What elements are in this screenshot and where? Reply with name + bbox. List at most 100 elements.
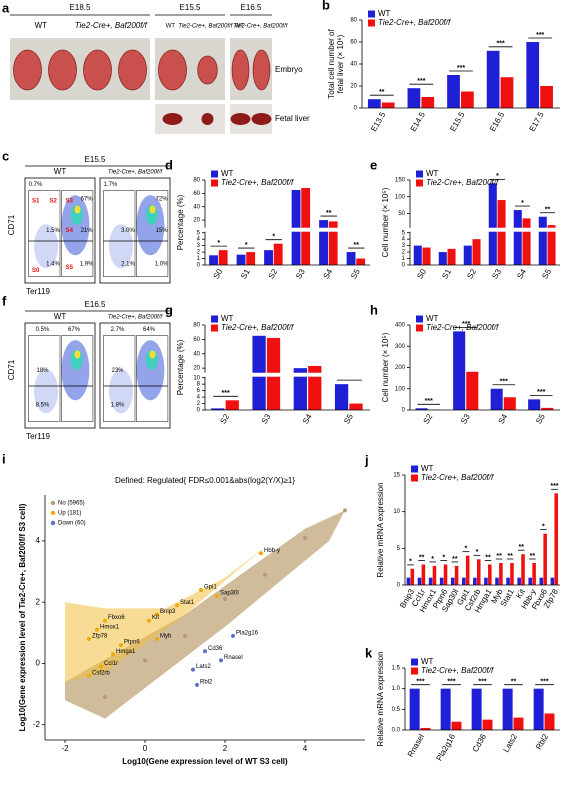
- bar: [439, 577, 444, 585]
- genotype-label: WT: [35, 21, 48, 30]
- point: [343, 508, 347, 513]
- y-tick-label: 1.5: [392, 666, 401, 672]
- gate-percentage: 67%: [81, 197, 94, 203]
- y-axis-label: Cell number (× 10⁵): [381, 332, 390, 402]
- gate-percentage: 2.7%: [111, 327, 125, 333]
- y-tick-label: 15: [393, 473, 400, 479]
- y-tick-label: 40: [193, 351, 200, 357]
- panel-label: c: [2, 148, 9, 163]
- gate-label: S2: [50, 199, 58, 205]
- legend-label: Down (60): [58, 521, 86, 527]
- legend-swatch: [416, 170, 423, 178]
- point: [263, 572, 267, 577]
- y-axis-label: CD71: [7, 359, 16, 380]
- y-tick-label: 0: [402, 408, 406, 414]
- bar: [497, 200, 506, 265]
- gate-percentage: 0.5%: [36, 327, 50, 333]
- legend-swatch: [411, 474, 418, 482]
- significance-label: *: [476, 549, 479, 556]
- panel-label: j: [364, 452, 369, 467]
- legend-label: Tie2-Cre+, Baf200f/f: [221, 178, 294, 187]
- y-tick-label: 300: [395, 344, 406, 350]
- panel-label: h: [370, 302, 378, 317]
- point: [223, 597, 227, 602]
- gate-percentage: 1.9%: [80, 262, 94, 268]
- legend-label: Up (181): [58, 511, 81, 517]
- gate-percentage: 3.0%: [121, 228, 135, 234]
- bar: [471, 688, 482, 730]
- significance-label: **: [545, 207, 551, 214]
- axis-break: [406, 227, 560, 232]
- genotype-label: Tie2-Cre+, Baf200f/f: [75, 21, 148, 30]
- point: [191, 667, 195, 672]
- significance-label: **: [379, 89, 385, 96]
- bar: [510, 563, 514, 585]
- point: [147, 618, 151, 623]
- point: [183, 633, 187, 638]
- significance-label: ***: [550, 483, 558, 490]
- bar: [417, 577, 422, 585]
- point: [87, 673, 91, 678]
- y-tick-label: 0: [197, 263, 201, 269]
- x-tick-label: S1: [239, 267, 252, 280]
- bar: [346, 252, 356, 265]
- cell-cloud: [34, 224, 58, 269]
- gate-percentage: 1.0%: [155, 262, 169, 268]
- bar: [236, 254, 246, 265]
- legend-label: No (5965): [58, 501, 85, 507]
- significance-label: **: [511, 679, 517, 686]
- x-tick-label: Pla2g16: [435, 732, 458, 762]
- bar: [293, 368, 307, 410]
- cell-cloud: [109, 224, 133, 269]
- legend-label: Tie2-Cre+, Baf200f/f: [421, 666, 494, 675]
- embryo: [197, 55, 218, 85]
- bar: [486, 50, 500, 108]
- embryo: [83, 49, 112, 91]
- legend-swatch: [211, 324, 218, 332]
- y-axis-label: Relative mRNA expression: [376, 482, 385, 577]
- significance-label: **: [326, 210, 332, 217]
- bar: [499, 563, 503, 585]
- stage-label: E15.5: [180, 3, 201, 12]
- x-tick-label: S3: [490, 267, 503, 280]
- bar: [443, 564, 448, 585]
- legend-marker: [50, 500, 56, 506]
- x-tick-label: S5: [349, 267, 362, 280]
- embryo: [252, 49, 271, 91]
- bar: [522, 218, 531, 265]
- genotype-label: WT: [166, 24, 176, 30]
- significance-label: ***: [462, 321, 470, 328]
- bar: [209, 255, 218, 265]
- bar: [526, 42, 540, 108]
- y-tick-label: 4: [197, 237, 201, 243]
- gate-percentage: 72%: [156, 197, 169, 203]
- legend-swatch: [211, 179, 218, 187]
- y-tick-label: 2: [402, 250, 406, 256]
- bar: [521, 554, 525, 585]
- bar: [513, 717, 524, 730]
- gene-label: Lats2: [196, 664, 211, 670]
- significance-label: ***: [537, 389, 545, 396]
- bar: [528, 399, 541, 410]
- legend-label: Tie2-Cre+, Baf200f/f: [421, 473, 494, 482]
- x-tick-label: 0: [143, 744, 148, 753]
- bar: [421, 564, 426, 585]
- significance-label: *: [409, 559, 412, 566]
- gate-label: S1: [32, 199, 40, 205]
- x-axis-label: Log10(Gene expression level of WT S3 cel…: [122, 757, 288, 766]
- bar: [273, 243, 283, 265]
- gene-label: Hmox1: [100, 624, 120, 630]
- bar: [264, 250, 273, 265]
- y-tick-label: -2: [33, 720, 41, 729]
- x-tick-label: S0: [212, 267, 225, 280]
- cell-cloud: [109, 369, 133, 414]
- y-tick-label: 40: [193, 204, 200, 210]
- bar: [301, 188, 311, 265]
- significance-label: **: [354, 242, 360, 249]
- bar: [490, 388, 503, 410]
- y-tick-label: 6: [197, 388, 201, 394]
- significance-label: **: [496, 553, 502, 560]
- legend-label: WT: [378, 9, 391, 18]
- bar: [482, 719, 493, 730]
